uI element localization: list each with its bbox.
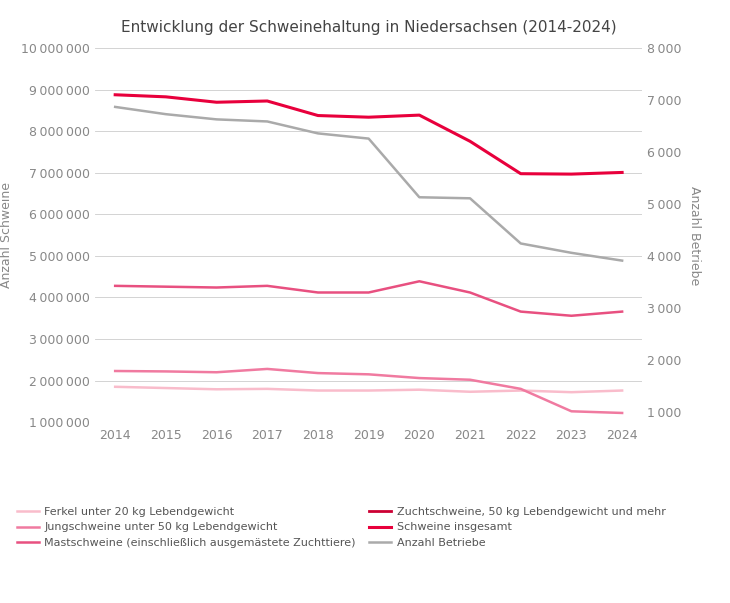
Y-axis label: Anzahl Schweine: Anzahl Schweine — [0, 182, 13, 288]
Y-axis label: Anzahl Betriebe: Anzahl Betriebe — [688, 186, 702, 285]
Legend: Ferkel unter 20 kg Lebendgewicht, Jungschweine unter 50 kg Lebendgewicht, Mastsc: Ferkel unter 20 kg Lebendgewicht, Jungsc… — [12, 502, 670, 552]
Title: Entwicklung der Schweinehaltung in Niedersachsen (2014-2024): Entwicklung der Schweinehaltung in Niede… — [121, 19, 616, 34]
